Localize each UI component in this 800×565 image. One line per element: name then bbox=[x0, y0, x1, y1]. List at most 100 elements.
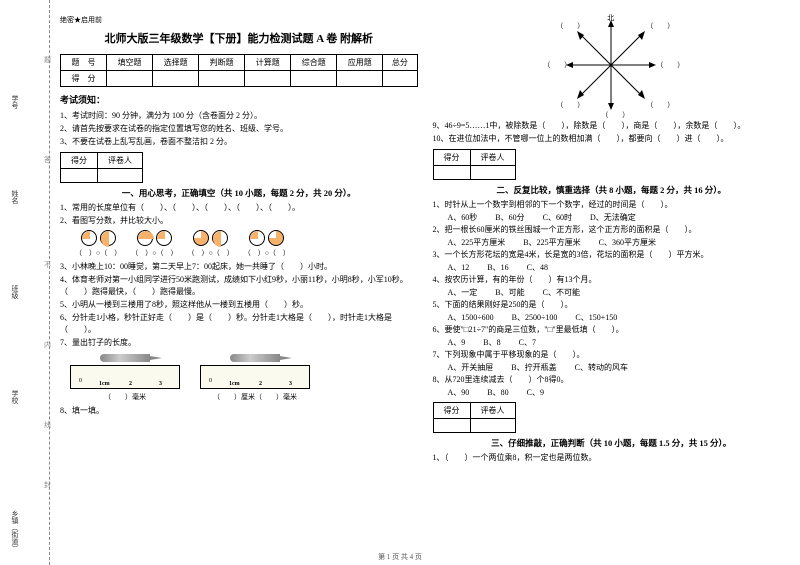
th-judge: 判断题 bbox=[199, 55, 245, 71]
table-row: 题 号 填空题 选择题 判断题 计算题 综合题 应用题 总分 bbox=[61, 55, 418, 71]
option: A、60秒 bbox=[448, 212, 478, 223]
pie-group: （ ）○（ ） bbox=[131, 230, 177, 258]
nail-icon bbox=[100, 354, 150, 362]
choice-question: 2、把一根长60厘米的铁丝围城一个正方形，这个正方形的面积是（ ）。 bbox=[433, 224, 791, 236]
nail-icon bbox=[230, 354, 280, 362]
th-calc: 计算题 bbox=[245, 55, 291, 71]
option: C、转动的风车 bbox=[575, 362, 628, 373]
compass-north: 北 bbox=[607, 13, 614, 23]
option: A、一定 bbox=[448, 287, 478, 298]
choice-options: A、1500÷600B、2500÷100C、150+150 bbox=[448, 312, 791, 323]
section-score-box: 得分评卷人 bbox=[433, 149, 516, 180]
binding-margin: 乡镇（街道） 学校 班级 姓名 学号 封 线 内 不 答 题 bbox=[0, 0, 50, 565]
binding-label-township: 乡镇（街道） bbox=[10, 510, 20, 552]
question-4: 4、体育老师对第一小组同学进行50米跑测试，成绩如下小红9秒，小丽11秒，小明8… bbox=[60, 274, 418, 298]
pie-icon bbox=[212, 230, 228, 246]
score-label: 得分 bbox=[61, 153, 98, 169]
score-label: 得分 bbox=[433, 150, 470, 166]
secrecy-tag: 绝密★启用前 bbox=[60, 15, 418, 25]
dash-marker: 答 bbox=[44, 155, 51, 165]
fraction-diagram-row1: （ ）○（ ） （ ）○（ ） （ ）○（ ） （ ）○（ ） bbox=[75, 230, 418, 258]
th-choice: 选择题 bbox=[153, 55, 199, 71]
choice-options: A、一定B、可能C、不可能 bbox=[448, 287, 791, 298]
choice-question: 3、一个长方形花坛的宽是4米，长是宽的3倍，花坛的面积是（ ）平方米。 bbox=[433, 249, 791, 261]
choice-options: A、9B、8C、7 bbox=[448, 337, 791, 348]
compare-blank: （ ）○（ ） bbox=[131, 248, 177, 258]
ruler-box-2: 0 1cm 2 3 （ ）厘米（ ）毫米 bbox=[200, 354, 310, 402]
compare-blank: （ ）○（ ） bbox=[75, 248, 121, 258]
section3-title: 三、仔细推敲，正确判断（共 10 小题，每题 1.5 分，共 15 分）。 bbox=[433, 437, 791, 449]
th-fill: 填空题 bbox=[107, 55, 153, 71]
grader-label: 评卷人 bbox=[470, 403, 515, 419]
pie-icon bbox=[100, 230, 116, 246]
choice-question: 8、从720里连续减去（ ）个8得0。 bbox=[433, 374, 791, 386]
choice-options: A、12 B、16 C、48 bbox=[448, 262, 791, 273]
option: C、60时 bbox=[543, 212, 572, 223]
choice-question: 4、按农历计算，有的年份（ ）有13个月。 bbox=[433, 274, 791, 286]
page-footer: 第 1 页 共 4 页 bbox=[0, 552, 800, 562]
question-3-1: 1、（ ）一个两位乘8，积一定也是两位数。 bbox=[433, 452, 791, 464]
compass-diagram: 北 （ ） （ ） （ ） （ ） （ ） （ ） （ ） bbox=[551, 15, 671, 115]
option: B、60分 bbox=[495, 212, 524, 223]
compare-blank: （ ）○（ ） bbox=[244, 248, 290, 258]
ruler-icon: 0 1cm 2 3 bbox=[70, 365, 180, 389]
option: B、16 bbox=[487, 262, 508, 273]
compass-blank: （ ） bbox=[646, 21, 674, 31]
option: B、2500÷100 bbox=[512, 312, 558, 323]
question-8: 8、填一填。 bbox=[60, 405, 418, 417]
right-column: 北 （ ） （ ） （ ） （ ） （ ） （ ） （ ） 9、46÷9=5……… bbox=[433, 15, 791, 465]
question-10: 10、在进位加法中，不管哪一位上的数相加满（ ），都要向（ ）进（ ）。 bbox=[433, 133, 791, 145]
section2-title: 二、反复比较，慎重选择（共 8 小题，每题 2 分，共 16 分）。 bbox=[433, 184, 791, 196]
th-app: 应用题 bbox=[337, 55, 383, 71]
pie-icon bbox=[137, 230, 153, 246]
pie-icon bbox=[193, 230, 209, 246]
th-comp: 综合题 bbox=[291, 55, 337, 71]
question-1: 1、常用的长度单位有（ ）、（ ）、（ ）、（ ）、（ ）。 bbox=[60, 202, 418, 214]
option: C、48 bbox=[527, 262, 548, 273]
option: C、不可能 bbox=[543, 287, 580, 298]
question-2: 2、看图写分数，并比较大小。 bbox=[60, 215, 418, 227]
td-score-label: 得 分 bbox=[61, 71, 107, 87]
option: C、9 bbox=[527, 387, 544, 398]
left-column: 绝密★启用前 北师大版三年级数学【下册】能力检测试题 A 卷 附解析 题 号 填… bbox=[60, 15, 418, 465]
ruler-caption: （ ）毫米 bbox=[104, 392, 146, 402]
question-9: 9、46÷9=5……1中，被除数是（ ），除数是（ ），商是（ ），余数是（ ）… bbox=[433, 120, 791, 132]
compass-blank: （ ） bbox=[646, 100, 674, 110]
page-content: 绝密★启用前 北师大版三年级数学【下册】能力检测试题 A 卷 附解析 题 号 填… bbox=[60, 15, 790, 465]
option: A、90 bbox=[448, 387, 470, 398]
notice-item: 3、不要在试卷上乱写乱画，卷面不整洁扣 2 分。 bbox=[60, 136, 418, 148]
option: A、12 bbox=[448, 262, 470, 273]
question-5: 5、小明从一楼到三楼用了8秒，照这样他从一楼到五楼用（ ）秒。 bbox=[60, 299, 418, 311]
dash-marker: 线 bbox=[44, 420, 51, 430]
option: C、360平方厘米 bbox=[599, 237, 656, 248]
compass-blank: （ ） bbox=[656, 60, 684, 70]
ruler-caption: （ ）厘米（ ）毫米 bbox=[213, 392, 297, 402]
option: A、开关抽屉 bbox=[448, 362, 494, 373]
option: A、1500÷600 bbox=[448, 312, 494, 323]
choice-options: A、开关抽屉B、拧开瓶盖C、转动的风车 bbox=[448, 362, 791, 373]
table-row: 得 分 bbox=[61, 71, 418, 87]
score-summary-table: 题 号 填空题 选择题 判断题 计算题 综合题 应用题 总分 得 分 bbox=[60, 54, 418, 87]
pie-group: （ ）○（ ） bbox=[244, 230, 290, 258]
compass-blank: （ ） bbox=[556, 21, 584, 31]
pie-icon bbox=[156, 230, 172, 246]
option: B、8 bbox=[483, 337, 500, 348]
option: D、无法确定 bbox=[590, 212, 636, 223]
compass-blank: （ ） bbox=[543, 60, 571, 70]
choice-question: 6、要使"□21÷7"的商是三位数，"□"里最低填（ ）。 bbox=[433, 324, 791, 336]
dash-marker: 题 bbox=[44, 55, 51, 65]
binding-label-school: 学校 bbox=[10, 390, 20, 404]
binding-label-name: 姓名 bbox=[10, 190, 20, 204]
dash-marker: 不 bbox=[44, 260, 51, 270]
dash-marker: 内 bbox=[44, 340, 51, 350]
binding-label-class: 班级 bbox=[10, 285, 20, 299]
compare-blank: （ ）○（ ） bbox=[187, 248, 233, 258]
dash-marker: 封 bbox=[44, 480, 51, 490]
option: A、9 bbox=[448, 337, 466, 348]
choice-options: A、90 B、80 C、9 bbox=[448, 387, 791, 398]
question-7: 7、量出钉子的长度。 bbox=[60, 337, 418, 349]
compass-blank: （ ） bbox=[601, 110, 629, 120]
choice-question: 5、下面的结果刚好是250的是（ ）。 bbox=[433, 299, 791, 311]
option: B、80 bbox=[487, 387, 508, 398]
section-score-box: 得分评卷人 bbox=[60, 152, 143, 183]
